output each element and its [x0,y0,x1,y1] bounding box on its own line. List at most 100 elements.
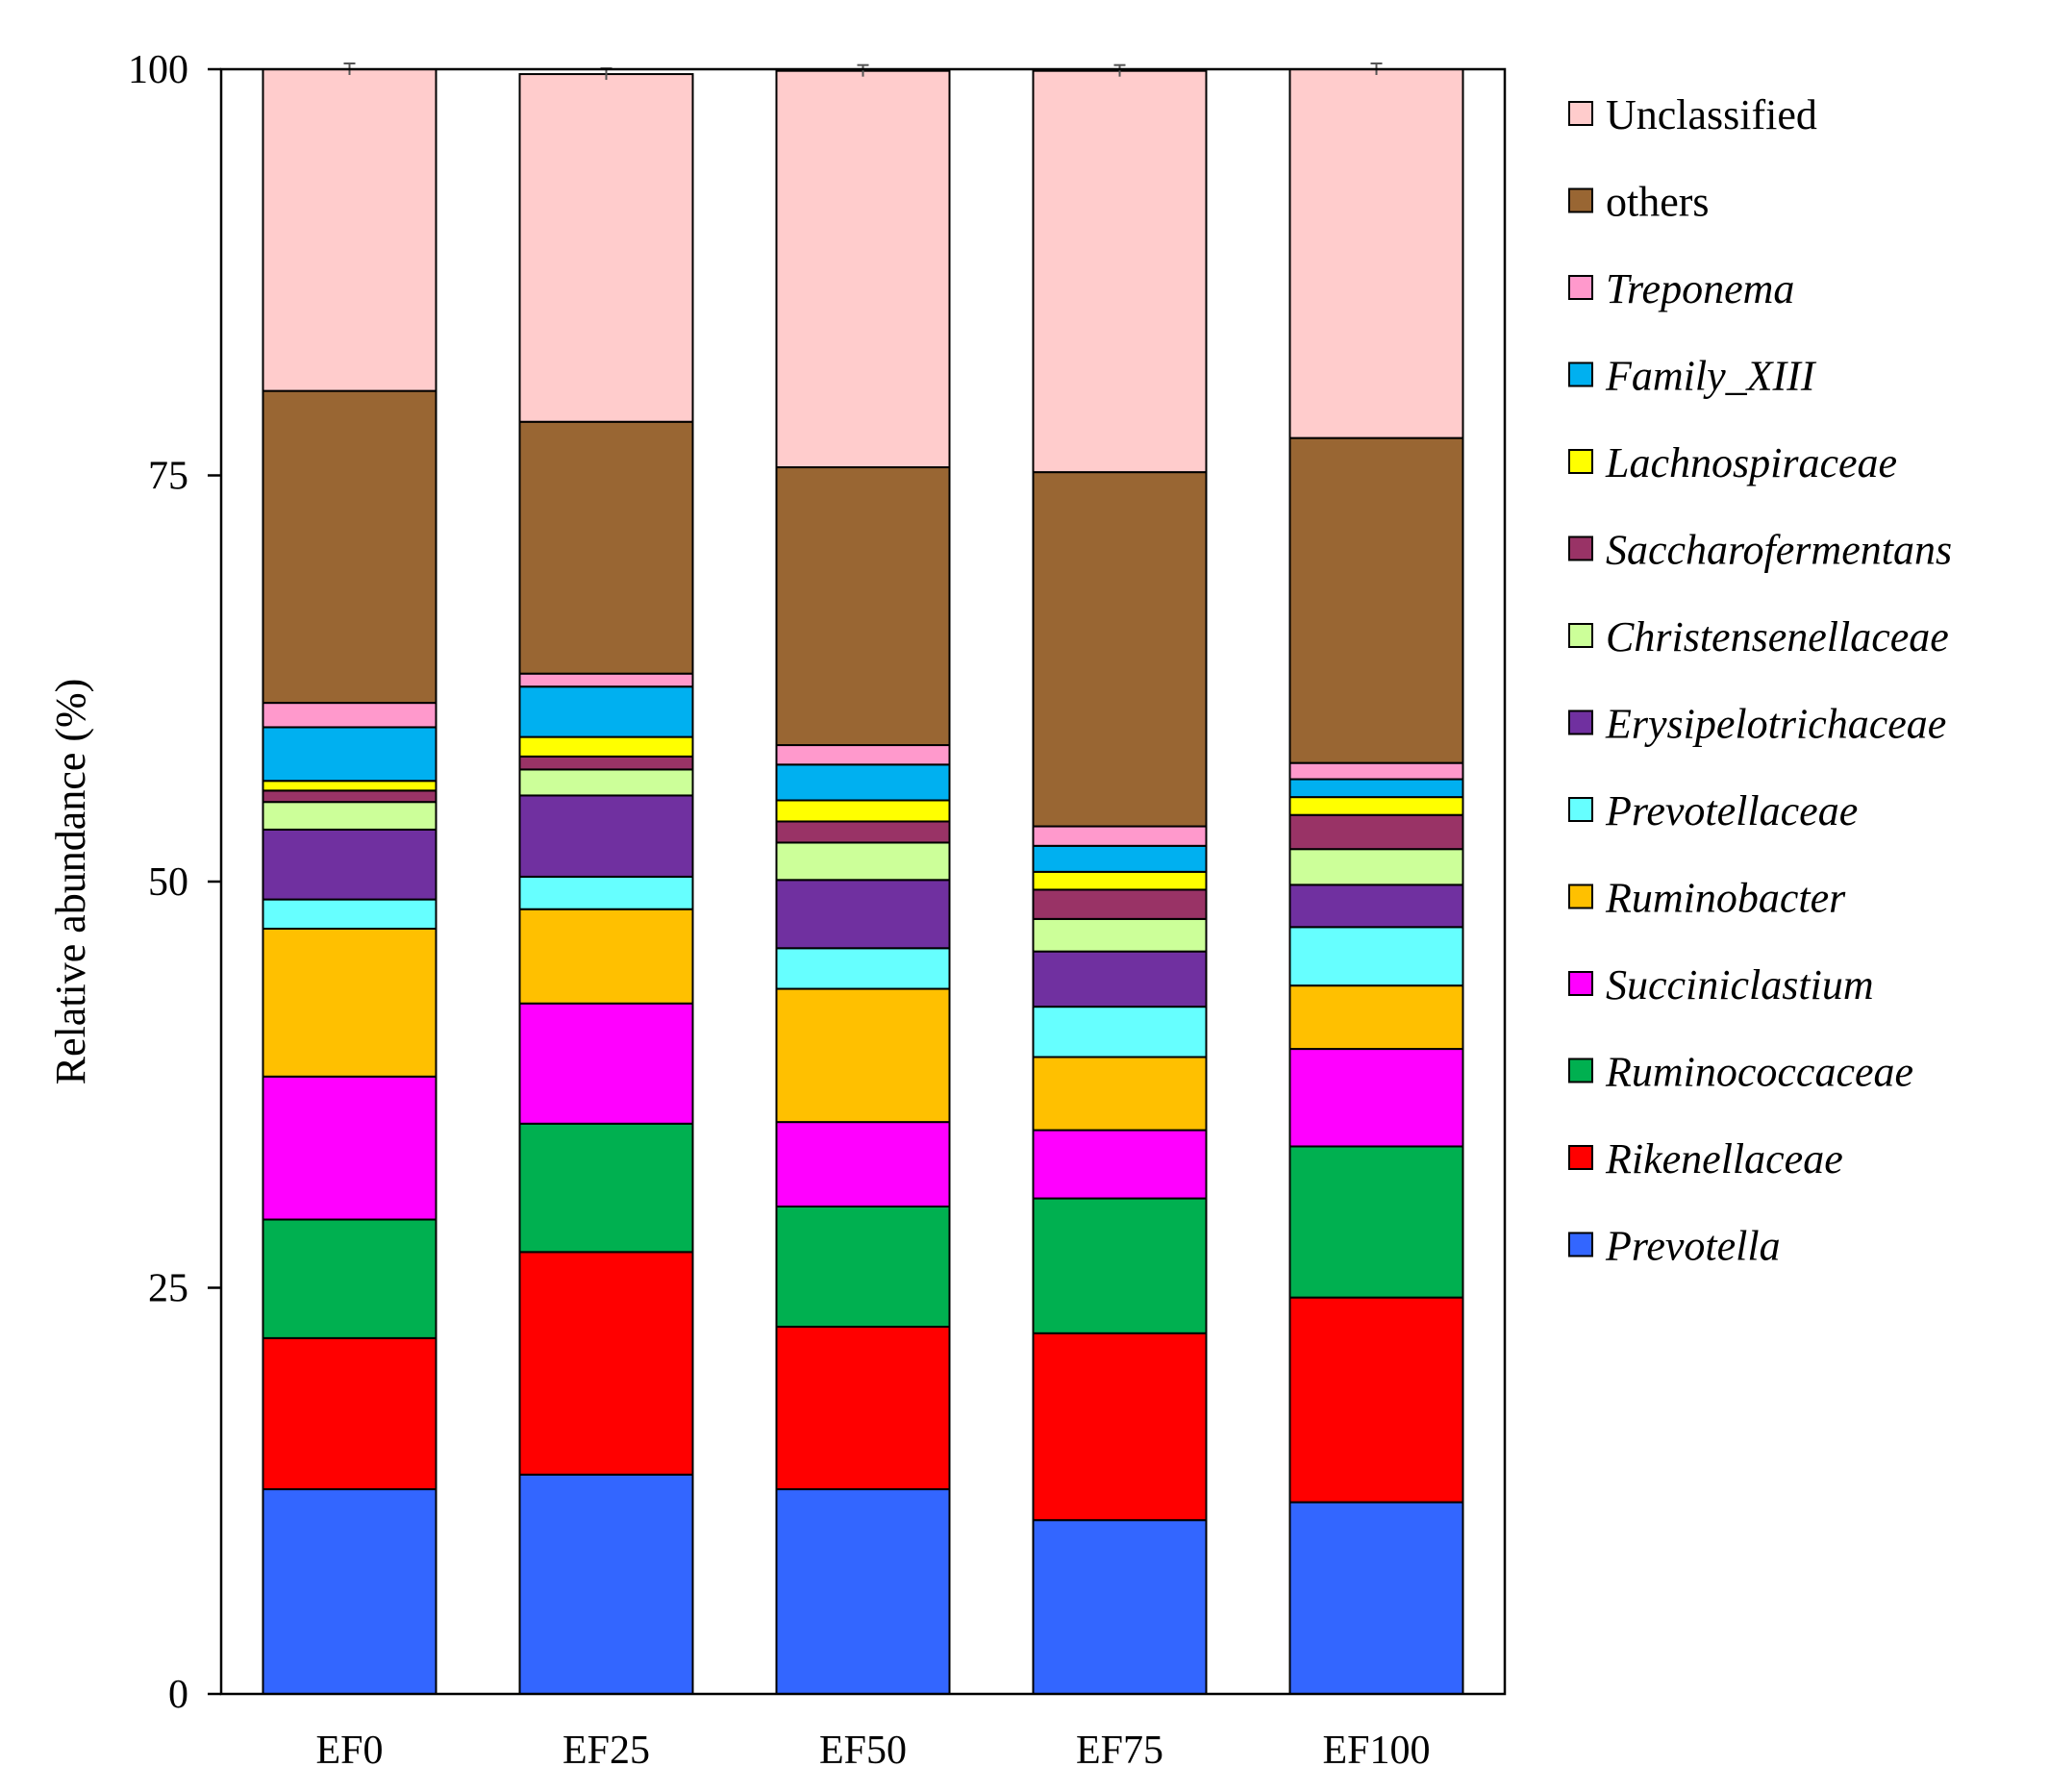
bar-segment-ef75-rikenellaceae [1032,1332,1208,1522]
legend-swatch-ruminobacter [1568,884,1593,909]
bar-segment-ef50-treponema [775,744,951,766]
bar-segment-ef0-treponema [262,702,437,729]
bar-segment-ef0-others [262,389,437,705]
bar-segment-ef25-christensenellaceae [518,768,694,797]
bar-segment-ef100-ruminobacter [1288,984,1464,1051]
bar-segment-ef100-prevotellaceae [1288,926,1464,987]
bar-segment-ef75-christensenellaceae [1032,917,1208,953]
bar-segment-ef75-unclassified [1032,69,1208,474]
legend-label-ruminobacter: Ruminobacter [1605,875,1846,922]
legend-swatch-treponema [1568,275,1593,300]
bar-segment-ef75-ruminobacter [1032,1056,1208,1132]
legend-label-lachnospiraceae: Lachnospiraceae [1605,439,1897,486]
bar-segment-ef0-prevotella [262,1488,437,1696]
bar-segment-ef0-lachnospiraceae [262,780,437,792]
legend-swatch-unclassified [1568,101,1593,126]
bar-segment-ef100-christensenellaceae [1288,848,1464,886]
bar-segment-ef100-lachnospiraceae [1288,796,1464,816]
x-tick-label-ef0: EF0 [315,1729,383,1773]
legend-swatch-christensenellaceae [1568,623,1593,648]
legend-label-succiniclastium: Succiniclastium [1606,961,1874,1008]
bar-segment-ef50-christensenellaceae [775,841,951,882]
legend-swatch-saccharofermentans [1568,535,1593,561]
bar-segment-ef75-saccharofermentans [1032,888,1208,920]
bar-segment-ef75-succiniclastium [1032,1129,1208,1200]
bar-segment-ef25-succiniclastium [518,1002,694,1125]
bar-segment-ef25-unclassified [518,73,694,423]
y-axis-title: Relative abundance (%) [47,679,94,1085]
bar-segment-ef75-lachnospiraceae [1032,870,1208,891]
x-tick-label-ef50: EF50 [819,1729,907,1773]
bar-segment-ef25-rikenellaceae [518,1251,694,1476]
bar-segment-ef100-family-xiii [1288,778,1464,799]
bar-segment-ef100-succiniclastium [1288,1048,1464,1148]
bar-segment-ef75-prevotella [1032,1519,1208,1696]
bar-segment-ef75-others [1032,471,1208,828]
bar-segment-ef75-ruminococcaceae [1032,1197,1208,1334]
bar-segment-ef0-ruminococcaceae [262,1218,437,1339]
bar-segment-ef100-rikenellaceae [1288,1296,1464,1504]
y-tick-label-100: 100 [128,48,188,92]
y-tick-label-0: 0 [168,1673,188,1717]
legend-label-rikenellaceae: Rikenellaceae [1605,1135,1843,1182]
y-tick-label-75: 75 [148,455,188,499]
bar-segment-ef100-treponema [1288,761,1464,781]
legend-label-prevotellaceae: Prevotellaceae [1605,787,1858,834]
bar-segment-ef100-others [1288,436,1464,764]
legend-swatch-rikenellaceae [1568,1145,1593,1170]
bar-segment-ef100-saccharofermentans [1288,813,1464,851]
legend-label-unclassified: Unclassified [1606,91,1817,138]
bar-segment-ef0-rikenellaceae [262,1336,437,1491]
legend-swatch-lachnospiraceae [1568,449,1593,474]
bar-segment-ef25-erysipelotrichaceae [518,794,694,878]
legend-label-treponema: Treponema [1606,265,1794,312]
bar-segment-ef25-ruminococcaceae [518,1122,694,1254]
x-tick-label-ef100: EF100 [1322,1729,1430,1773]
legend-label-ruminococcaceae: Ruminococcaceae [1605,1049,1913,1096]
bar-segment-ef0-prevotellaceae [262,898,437,931]
bar-segment-ef25-lachnospiraceae [518,735,694,758]
legend-swatch-prevotellaceae [1568,797,1593,822]
legend-label-others: others [1606,179,1710,226]
bar-segment-ef25-ruminobacter [518,908,694,1005]
bar-segment-ef50-family-xiii [775,763,951,802]
legend-label-family-xiii: Family_XIII [1605,353,1817,400]
bar-segment-ef100-ruminococcaceae [1288,1145,1464,1299]
bar-segment-ef0-ruminobacter [262,928,437,1078]
legend: Unclassified others Treponema Family_XIII La… [1568,91,1952,1270]
legend-label-christensenellaceae: Christensenellaceae [1606,613,1949,660]
y-tick-label-50: 50 [148,860,188,905]
legend-swatch-erysipelotrichaceae [1568,709,1593,735]
bar-segment-ef75-treponema [1032,825,1208,847]
bar-segment-ef100-erysipelotrichaceae [1288,884,1464,929]
bar-segment-ef50-succiniclastium [775,1121,951,1207]
bar-segment-ef0-family-xiii [262,726,437,783]
bar-segment-ef0-unclassified [262,68,437,392]
bar-segment-ef50-ruminobacter [775,987,951,1124]
bar-segment-ef0-saccharofermentans [262,789,437,804]
legend-label-prevotella: Prevotella [1605,1223,1781,1270]
bar-segment-ef50-lachnospiraceae [775,799,951,823]
plot-area [262,62,1464,1696]
bar-segment-ef25-saccharofermentans [518,755,694,771]
bar-segment-ef25-family-xiii [518,685,694,738]
bar-segment-ef25-treponema [518,672,694,688]
bar-segment-ef50-ruminococcaceae [775,1206,951,1329]
y-tick-label-25: 25 [148,1267,188,1311]
x-tick-label-ef75: EF75 [1076,1729,1163,1773]
bar-segment-ef0-succiniclastium [262,1075,437,1221]
axes: EF0 EF25 EF50 EF75 EF100 0 25 50 75 100 Relative a… [47,48,1507,1773]
bar-segment-ef75-erysipelotrichaceae [1032,950,1208,1008]
bar-segment-ef100-unclassified [1288,68,1464,439]
bar-segment-ef0-christensenellaceae [262,801,437,831]
bar-segment-ef50-others [775,466,951,747]
bar-segment-ef25-prevotellaceae [518,875,694,910]
bar-segment-ef50-rikenellaceae [775,1326,951,1491]
legend-label-saccharofermentans: Saccharofermentans [1606,527,1952,574]
legend-label-erysipelotrichaceae: Erysipelotrichaceae [1605,701,1946,748]
legend-swatch-succiniclastium [1568,971,1593,996]
bar-segment-ef75-prevotellaceae [1032,1006,1208,1058]
bar-segment-ef100-prevotella [1288,1501,1464,1695]
